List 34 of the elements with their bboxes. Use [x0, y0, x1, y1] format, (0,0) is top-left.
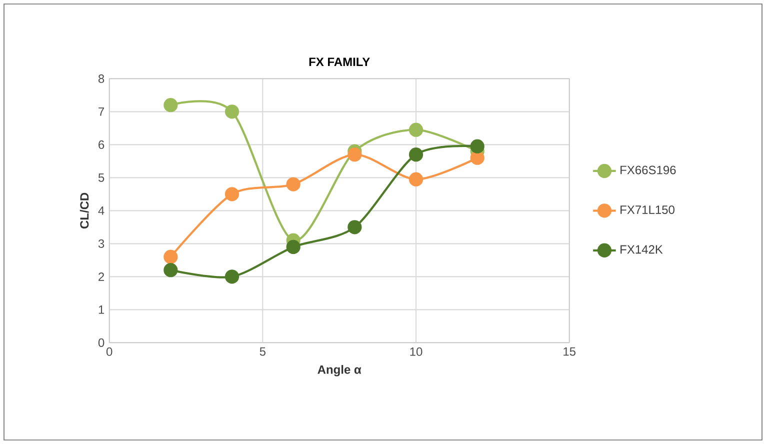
point	[408, 172, 424, 186]
x-axis-title: Angle α	[318, 365, 362, 376]
y-tick-label: 4	[98, 206, 104, 215]
y-tick-label: 7	[98, 108, 104, 116]
y-tick-label: 6	[98, 140, 104, 149]
x-tick-label: 15	[564, 347, 576, 356]
point	[224, 270, 240, 284]
point	[286, 240, 300, 254]
point	[164, 98, 178, 112]
y-tick-label: 5	[98, 173, 104, 182]
point	[224, 187, 240, 202]
x-tick-label: 0	[106, 347, 112, 356]
y-tick-label: 1	[98, 306, 104, 314]
y-axis-title: CL/CD	[80, 192, 89, 228]
point	[164, 250, 178, 264]
point	[408, 122, 424, 137]
y-tick-label: 3	[98, 239, 104, 248]
y-tick-label: 2	[98, 272, 104, 281]
point	[470, 139, 484, 154]
legend-label: FX66S196	[620, 166, 676, 174]
point	[286, 177, 300, 192]
y-tick-label: 8	[98, 74, 104, 83]
point	[224, 104, 240, 119]
y-tick-label: 0	[98, 338, 104, 347]
point	[408, 148, 424, 162]
x-tick-label: 10	[410, 347, 422, 356]
point	[164, 262, 178, 278]
chart-title: FX FAMILY	[309, 58, 370, 66]
x-tick-label: 5	[260, 347, 266, 356]
point	[348, 148, 362, 162]
legend-label: FX142K	[620, 245, 663, 254]
point	[470, 150, 484, 165]
legend-label: FX71L150	[620, 205, 674, 214]
point	[348, 220, 362, 234]
